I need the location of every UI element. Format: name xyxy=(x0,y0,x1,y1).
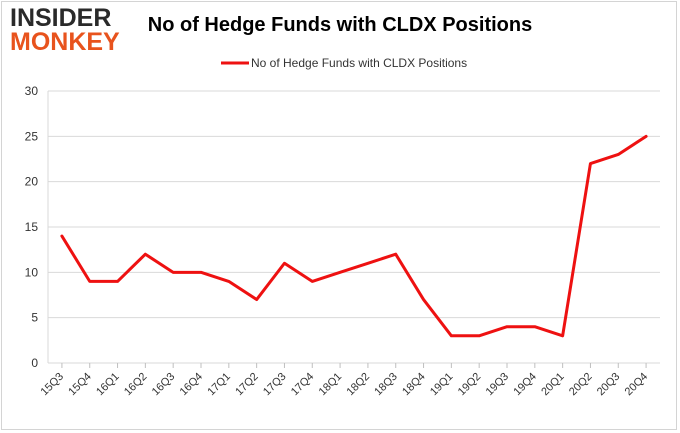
logo-line-2: MONKEY xyxy=(10,28,120,56)
x-tick-label: 19Q3 xyxy=(484,371,512,399)
chart-title: No of Hedge Funds with CLDX Positions xyxy=(147,14,533,36)
x-tick-label: 19Q1 xyxy=(428,371,456,399)
x-tick-label: 16Q4 xyxy=(178,371,206,399)
x-tick-label: 20Q3 xyxy=(595,371,623,399)
insider-monkey-logo: INSIDER MONKEY xyxy=(10,6,128,56)
x-tick-label: 17Q1 xyxy=(205,371,233,399)
x-tick-label: 19Q4 xyxy=(511,371,539,399)
x-tick-label: 20Q1 xyxy=(539,371,567,399)
x-tick-label: 16Q3 xyxy=(150,371,178,399)
x-tick-label: 16Q1 xyxy=(94,371,122,399)
x-tick-label: 18Q3 xyxy=(372,371,400,399)
y-tick-label: 10 xyxy=(25,265,39,279)
y-tick-label: 20 xyxy=(25,175,39,189)
y-tick-label: 5 xyxy=(31,311,38,325)
x-tick-label: 20Q2 xyxy=(567,371,595,399)
x-tick-label: 19Q2 xyxy=(456,371,484,399)
y-tick-label: 30 xyxy=(25,84,39,98)
legend-label: No of Hedge Funds with CLDX Positions xyxy=(251,56,467,70)
x-tick-label: 15Q4 xyxy=(66,371,94,399)
x-tick-label: 20Q4 xyxy=(623,371,651,399)
x-tick-label: 16Q2 xyxy=(122,371,150,399)
x-tick-label: 17Q2 xyxy=(233,371,261,399)
logo-line-1: INSIDER xyxy=(10,4,112,32)
y-tick-label: 0 xyxy=(31,356,38,370)
series-line-0 xyxy=(60,134,648,338)
x-tick-label: 15Q3 xyxy=(39,371,67,399)
x-tick-label: 18Q4 xyxy=(400,371,428,399)
x-tick-label: 17Q4 xyxy=(289,371,317,399)
y-tick-label: 15 xyxy=(25,220,39,234)
x-tick-label: 17Q3 xyxy=(261,371,289,399)
x-tick-label: 18Q1 xyxy=(317,371,345,399)
y-tick-label: 25 xyxy=(25,129,39,143)
x-tick-label: 18Q2 xyxy=(345,371,373,399)
